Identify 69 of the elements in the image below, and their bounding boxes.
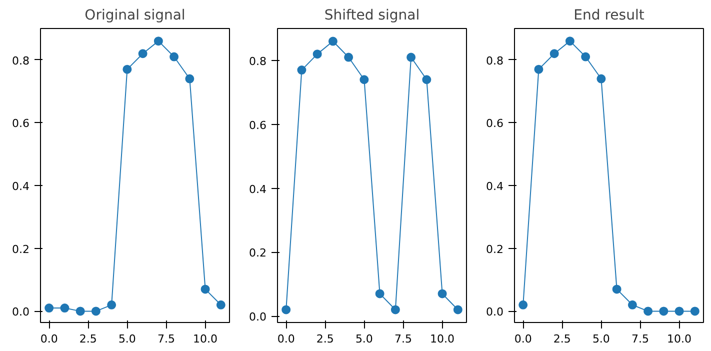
point [644, 306, 653, 316]
x-tick-label: 0.0 [40, 332, 58, 346]
point [360, 75, 369, 84]
point [138, 49, 148, 58]
point [565, 36, 574, 46]
point [200, 284, 210, 294]
point [91, 306, 100, 316]
point [550, 49, 559, 58]
y-tick-label: 0.2 [12, 242, 30, 256]
chart-title: Original signal [84, 8, 186, 24]
point [581, 52, 590, 62]
x-tick-label: 2.5 [553, 332, 571, 346]
y-tick-label: 0.4 [12, 180, 30, 194]
point [122, 64, 132, 74]
chart-title: End result [574, 8, 645, 24]
point [612, 284, 622, 294]
point [282, 305, 291, 314]
point [659, 306, 668, 316]
y-tick-label: 0.4 [486, 180, 504, 194]
y-tick-label: 0.0 [249, 310, 267, 324]
point [328, 36, 338, 46]
point [674, 306, 684, 316]
y-tick-label: 0.2 [486, 242, 504, 256]
point [628, 300, 637, 310]
point [375, 289, 384, 298]
chart-title: Shifted signal [324, 8, 420, 24]
x-tick-label: 0.0 [514, 332, 532, 346]
point [216, 300, 226, 310]
x-tick-label: 10.0 [667, 332, 692, 346]
point [596, 74, 606, 84]
point [185, 74, 194, 84]
y-tick-label: 0.8 [12, 54, 30, 68]
point [534, 64, 544, 74]
point [154, 36, 163, 46]
point [76, 306, 85, 316]
x-tick-label: 5.0 [592, 332, 610, 346]
x-tick-label: 10.0 [430, 332, 455, 346]
x-tick-label: 2.5 [79, 332, 97, 346]
y-tick-label: 0.4 [249, 182, 267, 196]
point [406, 52, 416, 62]
x-tick-label: 10.0 [193, 332, 218, 346]
y-tick-label: 0.2 [249, 246, 267, 260]
x-tick-label: 2.5 [316, 332, 334, 346]
y-tick-label: 0.6 [12, 117, 30, 130]
x-tick-label: 7.5 [394, 332, 412, 346]
y-tick-label: 0.6 [249, 118, 267, 132]
point [297, 66, 306, 75]
point [390, 305, 400, 314]
point [44, 304, 54, 313]
y-tick-label: 0.8 [249, 54, 267, 68]
y-tick-label: 0.0 [12, 306, 30, 319]
point [60, 304, 70, 313]
x-tick-label: 5.0 [118, 332, 136, 346]
point [107, 300, 116, 310]
point [422, 75, 432, 84]
x-tick-label: 7.5 [631, 332, 649, 346]
point [690, 306, 700, 316]
x-tick-label: 7.5 [157, 332, 175, 346]
x-tick-label: 0.0 [277, 332, 295, 346]
point [344, 52, 354, 62]
point [170, 52, 179, 62]
y-tick-label: 0.0 [486, 306, 504, 319]
y-tick-label: 0.8 [486, 54, 504, 68]
point [518, 300, 528, 310]
point [453, 305, 462, 314]
point [438, 289, 447, 298]
y-tick-label: 0.6 [486, 117, 504, 130]
point [312, 50, 322, 59]
x-tick-label: 5.0 [355, 332, 373, 346]
